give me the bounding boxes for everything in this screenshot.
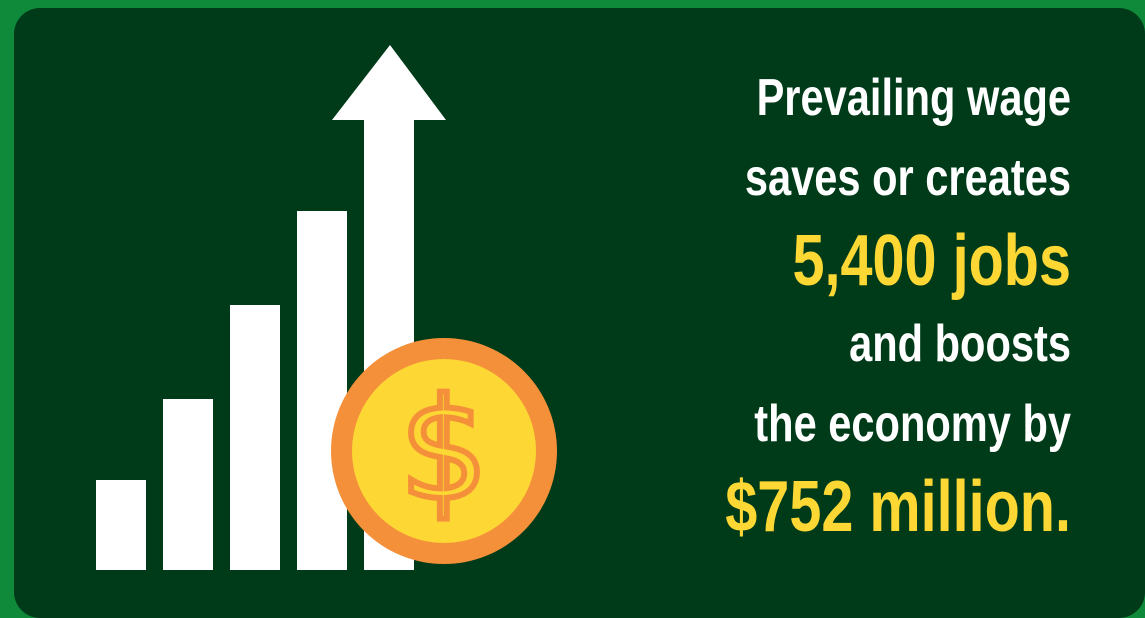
- headline-line-2: saves or creates: [744, 149, 1071, 207]
- coin-dollar-symbol: $: [399, 369, 488, 532]
- jobs-figure: 5,400 jobs: [792, 221, 1071, 301]
- growth-bars-icon: [96, 211, 347, 570]
- bar-4: [297, 211, 347, 570]
- dollar-coin-icon: $: [331, 338, 557, 564]
- economy-figure: $752 million.: [725, 467, 1071, 547]
- bar-3: [230, 305, 280, 570]
- headline-line-5: the economy by: [754, 395, 1071, 453]
- bar-1: [96, 480, 146, 570]
- headline-line-4: and boosts: [849, 315, 1071, 373]
- infographic-card: $ Prevailing wage saves or creates 5,400…: [14, 8, 1145, 618]
- growth-chart-illustration: $: [96, 45, 557, 570]
- headline-line-1: Prevailing wage: [756, 69, 1071, 127]
- bar-2: [163, 399, 213, 570]
- headline-text: Prevailing wage saves or creates 5,400 j…: [623, 58, 1071, 550]
